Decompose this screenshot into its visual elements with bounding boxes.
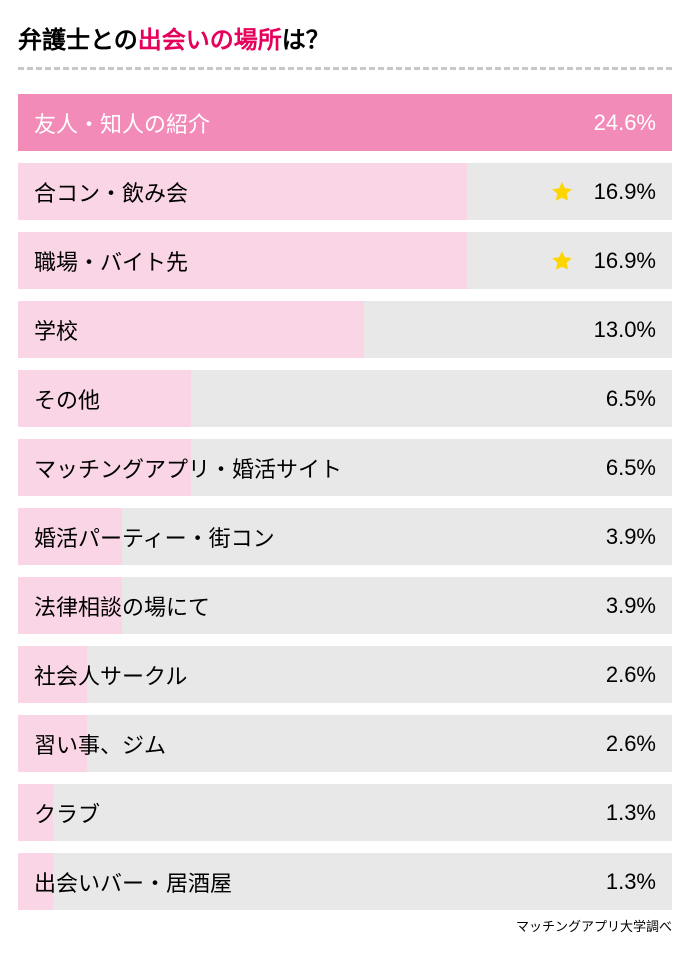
bar-label: 習い事、ジム: [34, 728, 166, 760]
bar-row: 友人・知人の紹介 24.6%: [18, 94, 672, 151]
bar-row: 学校 13.0%: [18, 301, 672, 358]
bar-label: 合コン・飲み会: [34, 176, 188, 208]
bar-label: 社会人サークル: [34, 659, 187, 691]
bar-value: 3.9%: [606, 524, 656, 550]
star-icon: [550, 180, 574, 204]
bar-value: 2.6%: [606, 731, 656, 757]
chart-title: 弁護士との出会いの場所は？: [18, 20, 672, 55]
bar-row: 職場・バイト先 16.9%: [18, 232, 672, 289]
bar-value: 24.6%: [594, 110, 656, 136]
title-divider: [18, 67, 672, 70]
bar-value: 1.3%: [606, 800, 656, 826]
bar-value: 16.9%: [594, 179, 656, 205]
bar-value: 6.5%: [606, 455, 656, 481]
bar-row: クラブ 1.3%: [18, 784, 672, 841]
bar-label: 婚活パーティー・街コン: [34, 521, 275, 553]
title-suffix: は？: [282, 27, 330, 54]
bar-label: クラブ: [34, 797, 100, 829]
bar-row: 婚活パーティー・街コン 3.9%: [18, 508, 672, 565]
bar-row: 法律相談の場にて 3.9%: [18, 577, 672, 634]
bar-row: 社会人サークル 2.6%: [18, 646, 672, 703]
bar-row: マッチングアプリ・婚活サイト 6.5%: [18, 439, 672, 496]
star-icon: [550, 249, 574, 273]
bar-label: 友人・知人の紹介: [34, 107, 210, 139]
bar-label: 法律相談の場にて: [34, 590, 210, 622]
bar-label: 職場・バイト先: [34, 245, 188, 277]
title-highlight: 出会いの場所: [138, 27, 282, 54]
bar-row: 合コン・飲み会 16.9%: [18, 163, 672, 220]
bar-label: 出会いバー・居酒屋: [34, 866, 232, 898]
bar-value: 3.9%: [606, 593, 656, 619]
bar-value: 2.6%: [606, 662, 656, 688]
title-prefix: 弁護士との: [18, 27, 138, 54]
bar-value: 13.0%: [594, 317, 656, 343]
bar-row: 出会いバー・居酒屋 1.3%: [18, 853, 672, 910]
source-credit: マッチングアプリ大学調べ: [18, 916, 672, 935]
bar-value: 6.5%: [606, 386, 656, 412]
bar-row: その他 6.5%: [18, 370, 672, 427]
bar-value: 1.3%: [606, 869, 656, 895]
bar-label: その他: [34, 383, 100, 415]
bar-label: マッチングアプリ・婚活サイト: [34, 452, 342, 484]
bar-row: 習い事、ジム 2.6%: [18, 715, 672, 772]
bar-label: 学校: [34, 314, 78, 346]
bar-chart: 友人・知人の紹介 24.6% 合コン・飲み会 16.9% 職場・バイト先 16.9% 学校 1…: [18, 94, 672, 910]
bar-value: 16.9%: [594, 248, 656, 274]
